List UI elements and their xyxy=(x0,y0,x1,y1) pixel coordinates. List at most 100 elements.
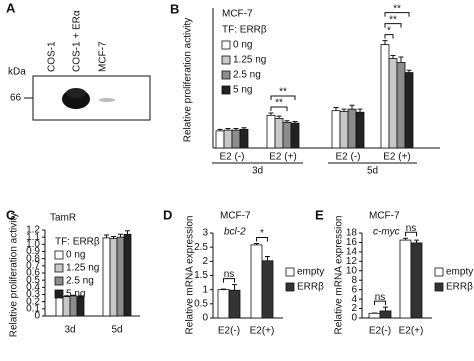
blot-band xyxy=(99,98,115,102)
legend-label: 2.5 ng xyxy=(66,276,94,287)
x-tick-label: 3d xyxy=(64,325,75,336)
blot-band xyxy=(66,88,86,98)
significance-label: ns xyxy=(224,269,235,280)
significance-bracket xyxy=(270,95,296,100)
significance-label: * xyxy=(260,228,264,239)
bar xyxy=(55,296,64,317)
y-tick-label: 0 xyxy=(34,311,40,322)
bar xyxy=(399,239,412,319)
y-tick-label: 0.6 xyxy=(26,268,40,279)
y-tick-label: 0.4 xyxy=(26,282,40,293)
y-tick-label: 18 xyxy=(346,228,358,239)
panel-label: A xyxy=(6,0,16,15)
error-bar xyxy=(403,237,408,241)
y-axis-label: Relative proliferation activity xyxy=(183,18,194,143)
x-tick-label: E2(+) xyxy=(399,326,424,337)
bar xyxy=(109,238,118,317)
error-bar xyxy=(357,108,363,113)
legend-swatch xyxy=(285,267,295,277)
significance-label: ** xyxy=(389,14,397,25)
legend-label: 5 ng xyxy=(66,289,85,300)
error-bar xyxy=(254,242,259,245)
y-tick-label: 3 xyxy=(202,228,208,239)
legend-label: 0 ng xyxy=(66,250,85,261)
y-tick-label: 0.3 xyxy=(26,289,40,300)
y-axis-label: Relative mRNA expression xyxy=(185,216,196,335)
bar xyxy=(379,310,392,319)
group-label: 3d xyxy=(252,166,263,177)
y-tick-label: 0.2 xyxy=(26,296,40,307)
legend-swatch xyxy=(54,276,64,286)
marker-label: 66 xyxy=(10,93,22,104)
bar xyxy=(410,242,423,319)
panel-label: D xyxy=(163,207,172,222)
y-tick-label: 0.1 xyxy=(26,303,40,314)
x-tick-label: E2(+) xyxy=(250,326,275,337)
bar xyxy=(347,108,357,149)
group-label: 5d xyxy=(367,166,378,177)
x-tick-label: E2(-) xyxy=(218,326,240,337)
x-tick-label: E2 (-) xyxy=(336,152,361,163)
bar xyxy=(380,44,390,149)
significance-bracket xyxy=(270,106,288,111)
y-tick-label: 1.0 xyxy=(26,239,40,250)
bar xyxy=(223,129,233,149)
y-tick-label: 0.7 xyxy=(26,260,40,271)
error-bar xyxy=(333,107,339,111)
legend-label: empty xyxy=(297,267,324,278)
blot-frame xyxy=(32,75,151,121)
error-bar xyxy=(232,284,237,291)
significance-label: ** xyxy=(275,98,283,109)
legend-swatch xyxy=(221,85,231,95)
error-bar xyxy=(104,234,109,238)
bar xyxy=(215,130,225,149)
legend-swatch xyxy=(54,250,64,260)
bar xyxy=(396,62,406,149)
bar xyxy=(355,111,365,149)
error-bar xyxy=(265,256,270,261)
y-tick-label: 1.1 xyxy=(26,232,40,243)
panel-label: B xyxy=(170,1,179,16)
kda-label: kDa xyxy=(8,67,26,78)
legend-swatch xyxy=(54,263,64,273)
error-bar xyxy=(64,295,69,297)
lane-label: COS-1 xyxy=(47,41,58,72)
y-tick-label: 0.5 xyxy=(26,275,40,286)
legend-label: ERRβ xyxy=(446,282,473,293)
y-tick-label: 8 xyxy=(351,275,357,286)
error-bar xyxy=(125,230,130,235)
x-tick-label: E2 (-) xyxy=(220,152,245,163)
y-tick-label: 0 xyxy=(351,313,357,324)
y-tick-label: 0.9 xyxy=(26,246,40,257)
chart-subtitle: bcl-2 xyxy=(224,227,246,238)
chart-title: TamR xyxy=(50,213,76,224)
x-tick-label: E2 (+) xyxy=(269,152,297,163)
error-bar xyxy=(268,112,274,116)
chart-subtitle: c-myc xyxy=(373,227,400,238)
error-bar xyxy=(111,235,116,239)
bar xyxy=(331,110,341,149)
panel-label: C xyxy=(6,207,16,222)
bar xyxy=(250,244,263,319)
bar xyxy=(339,111,349,149)
bar xyxy=(116,236,125,317)
y-tick-label: 0.8 xyxy=(26,253,40,264)
legend-label: 5 ng xyxy=(233,85,252,96)
error-bar xyxy=(341,108,347,112)
legend-label: 1.25 ng xyxy=(66,263,99,274)
y-tick-label: 2.5 xyxy=(194,242,208,253)
lane-label: COS-1 + ERα xyxy=(72,10,83,72)
bar xyxy=(282,121,292,149)
bar xyxy=(404,72,414,149)
legend-swatch xyxy=(221,40,231,50)
error-bar xyxy=(292,121,298,124)
significance-label: ns xyxy=(375,292,386,303)
significance-bracket xyxy=(374,300,386,306)
significance-bracket xyxy=(256,236,268,242)
y-tick-label: 2 xyxy=(351,303,357,314)
error-bar xyxy=(398,56,404,63)
error-bar xyxy=(390,54,396,59)
y-tick-label: 6 xyxy=(351,284,357,295)
bar xyxy=(217,289,230,319)
